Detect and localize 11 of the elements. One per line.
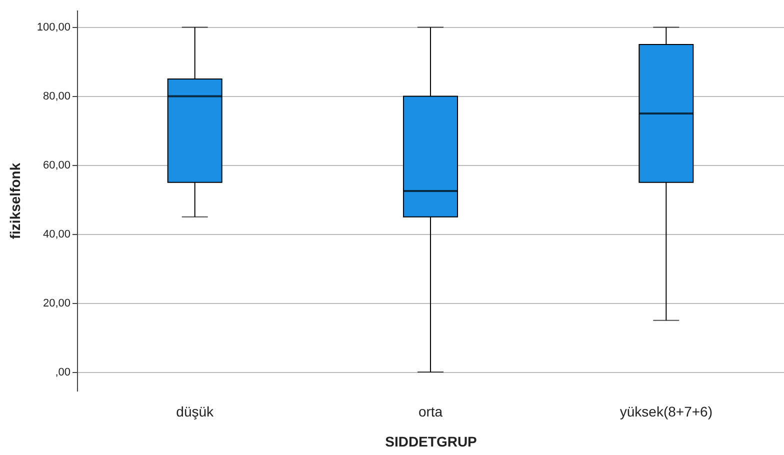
y-tick-label: 40,00 — [42, 228, 70, 241]
x-tick-label: orta — [418, 404, 443, 420]
y-tick-label: ,00 — [55, 366, 70, 379]
x-axis-title: SIDDETGRUP — [385, 434, 477, 450]
y-tick-label: 20,00 — [42, 298, 70, 310]
y-tick-label: 60,00 — [42, 160, 70, 172]
x-tick-label: düşük — [176, 404, 215, 420]
y-tick-label: 80,00 — [42, 90, 70, 103]
x-tick-label: yüksek(8+7+6) — [620, 404, 712, 420]
y-axis-title: fizikselfonk — [6, 162, 23, 240]
y-tick-label: 100,00 — [36, 22, 70, 34]
